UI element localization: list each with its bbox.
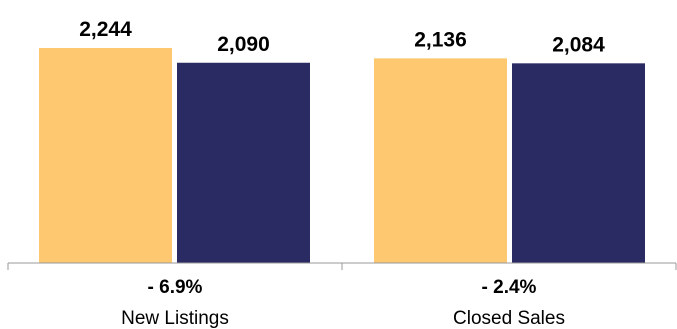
category-label-closed-sales: Closed Sales [453, 308, 565, 329]
value-label-new-listings-series-1: 2,244 [79, 18, 132, 41]
value-label-closed-sales-series-1: 2,136 [414, 28, 467, 51]
change-label-new-listings: - 6.9% [148, 277, 203, 298]
change-label-closed-sales: - 2.4% [482, 277, 537, 298]
bar-new-listings-series-1 [39, 48, 172, 263]
bar-new-listings-series-2 [177, 62, 310, 264]
value-labels-layer: 2,244 2,090 2,136 2,084 [79, 18, 605, 56]
value-label-closed-sales-series-2: 2,084 [552, 33, 605, 56]
bar-closed-sales-series-2 [512, 63, 645, 263]
value-label-new-listings-series-2: 2,090 [217, 33, 270, 56]
bars-layer [39, 48, 645, 264]
category-label-new-listings: New Listings [121, 308, 229, 329]
bar-closed-sales-series-1 [374, 58, 507, 263]
